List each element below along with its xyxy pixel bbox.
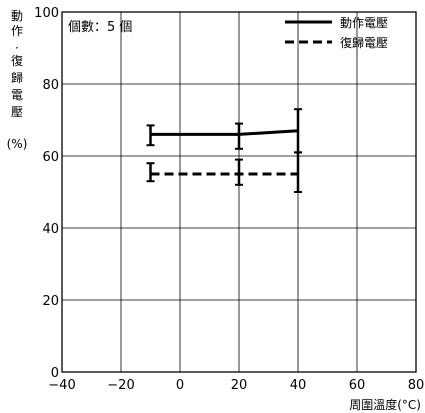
grid-lines: [62, 12, 416, 372]
y-tick-label: 60: [42, 150, 59, 165]
x-tick-label: 0: [176, 378, 184, 393]
x-tick-label: 40: [290, 378, 307, 393]
x-tick-label: −40: [48, 378, 75, 393]
y-tick-label: 20: [42, 294, 59, 309]
y-axis-label-char: 電: [11, 88, 23, 102]
y-axis-label-char: (%): [7, 137, 28, 151]
y-axis-label-char: 動: [11, 9, 23, 23]
y-axis-label-char: 歸: [11, 71, 23, 85]
y-tick-label: 80: [42, 78, 59, 93]
x-tick-labels: −40 −20 0 20 40 60 80: [48, 378, 424, 393]
x-tick-label: 60: [349, 378, 366, 393]
x-tick-label: 80: [408, 378, 425, 393]
y-tick-label: 0: [51, 366, 59, 381]
legend-label: 動作電壓: [340, 16, 388, 30]
y-axis-label-char: ·: [15, 41, 19, 55]
x-axis-label: 周圍溫度(°C): [349, 397, 421, 412]
y-tick-labels: 0 20 40 60 80 100: [34, 6, 59, 381]
x-tick-label: 20: [231, 378, 248, 393]
error-bars: [146, 108, 302, 193]
plot-frame: [61, 11, 417, 373]
x-tick-label: −20: [107, 378, 134, 393]
legend-label: 復歸電壓: [340, 35, 388, 50]
y-axis-label-char: 作: [11, 24, 23, 38]
series-line: [150, 129, 299, 136]
y-axis-label-char: 復: [11, 53, 23, 68]
y-axis-label-char: 壓: [11, 105, 23, 119]
y-axis-label: 動作 ·復歸電壓 (%): [7, 9, 28, 151]
y-tick-label: 100: [34, 6, 59, 21]
sample-count-annotation: 個數：5 個: [68, 20, 132, 35]
y-tick-label: 40: [42, 222, 59, 237]
series-lines: [150, 129, 299, 176]
